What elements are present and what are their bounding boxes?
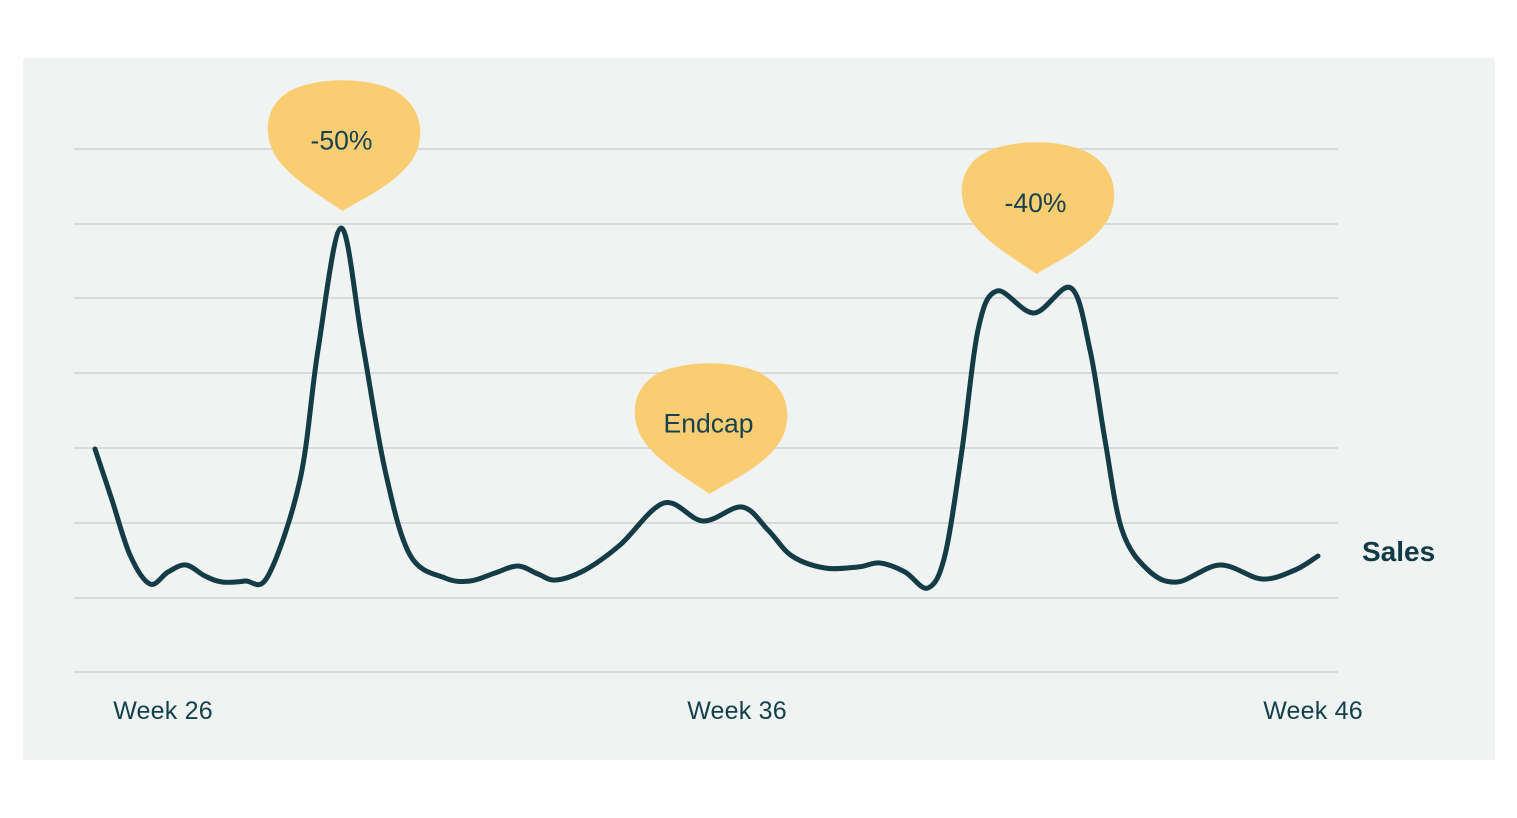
x-tick-label: Week 46 [1263,697,1363,725]
sales-line [92,225,1321,591]
x-tick-label: Week 26 [113,697,213,725]
series-label: Sales [1362,536,1436,567]
blob-shape-icon [961,142,1115,275]
x-tick-label: Week 36 [687,697,787,725]
chart-panel: -50% Endcap -40% Week 26 Week 36 Week 46 Sal… [23,58,1495,760]
annotation-blobs: -50% Endcap -40% [267,80,1115,495]
annotation-blob: -40% [961,142,1115,275]
annotation-label: -40% [1005,188,1067,218]
blob-shape-icon [267,80,421,212]
blob-shape-icon [634,363,788,495]
annotation-blob: -50% [267,80,421,212]
annotation-label: -50% [311,126,373,156]
annotation-blob: Endcap [634,363,788,495]
chart-svg: -50% Endcap -40% [74,80,1338,673]
annotation-label: Endcap [664,409,754,439]
